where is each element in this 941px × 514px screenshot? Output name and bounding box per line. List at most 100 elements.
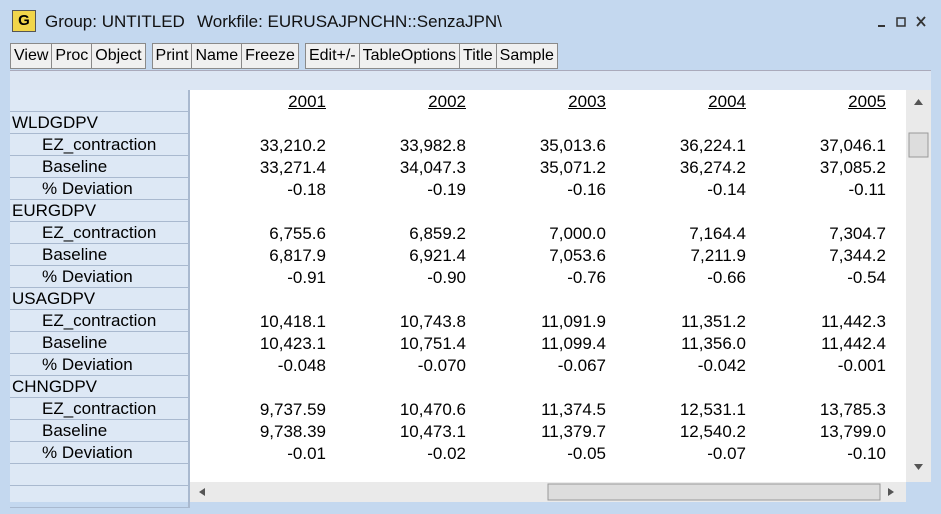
edit-strip [10,70,931,91]
label-cell: Baseline [10,332,190,354]
label-cell: % Deviation [10,178,190,200]
data-cell: -0.66 [707,268,746,287]
label-cell: USAGDPV [10,288,190,310]
data-cell: 7,053.6 [549,246,606,265]
toolbar-button[interactable]: Sample [495,43,558,69]
label-cell: % Deviation [10,354,190,376]
data-cell: 12,540.2 [679,422,746,441]
toolbar-button[interactable]: Proc [51,43,93,69]
data-cell: -0.048 [277,356,326,375]
data-cell: -0.90 [427,268,466,287]
label-cell: Baseline [10,156,190,178]
workfile-title: Workfile: EURUSAJPNCHN::SenzaJPN\ [197,12,502,31]
column-header: 2005 [848,92,886,111]
data-cell: -0.16 [567,180,606,199]
series-label: Baseline [42,333,108,352]
series-label: EZ_contraction [42,223,157,242]
label-cell: CHNGDPV [10,376,190,398]
data-cell: 34,047.3 [399,158,466,177]
data-cell: -0.001 [837,356,886,375]
data-cell: 9,737.59 [259,400,326,419]
data-cell: -0.067 [557,356,606,375]
data-cell: -0.76 [567,268,606,287]
toolbar: View Proc Object Print Name Freeze Edit+/- Tabl… [10,43,558,69]
toolbar-button[interactable]: Freeze [241,43,299,69]
vertical-scrollbar[interactable] [906,90,931,482]
toolbar-button[interactable]: Edit+/- [304,43,360,69]
data-cell: 11,442.4 [821,334,886,353]
series-label: % Deviation [42,355,133,374]
data-cell: 35,071.2 [539,158,606,177]
series-label: EZ_contraction [42,399,157,418]
label-cell: % Deviation [10,266,190,288]
series-label: % Deviation [42,179,133,198]
data-cell: 11,356.0 [681,334,746,353]
group-label: EURGDPV [12,201,97,220]
column-header: 2002 [428,92,466,111]
data-cell: -0.10 [847,444,886,463]
label-cell: Baseline [10,244,190,266]
row-labels: WLDGDPV EZ_contraction Baseline % Deviation… [10,90,190,508]
data-cell: 33,982.8 [399,136,466,155]
data-cell: 11,374.5 [541,400,606,419]
data-cell: 6,755.6 [269,224,326,243]
data-cell: 10,743.8 [399,312,466,331]
data-cell: 6,817.9 [269,246,326,265]
window-title: Group: UNTITLED [45,12,185,31]
window-controls[interactable] [870,12,932,32]
data-cell: 11,091.9 [541,312,606,331]
label-cell: EZ_contraction [10,310,190,332]
data-cell: 10,751.4 [399,334,466,353]
horizontal-scrollbar[interactable] [190,482,906,502]
series-label: EZ_contraction [42,135,157,154]
label-cell: WLDGDPV [10,112,190,134]
data-cell: 12,531.1 [679,400,746,419]
data-cell: 6,921.4 [409,246,466,265]
data-cell: 10,418.1 [259,312,326,331]
label-cell: EZ_contraction [10,398,190,420]
data-cell: 7,164.4 [689,224,746,243]
data-cell: -0.18 [287,180,326,199]
data-cell: 7,211.9 [690,246,746,265]
data-cell: -0.07 [707,444,746,463]
series-label: EZ_contraction [42,311,157,330]
label-cell: % Deviation [10,442,190,464]
data-cell: -0.19 [427,180,466,199]
toolbar-button[interactable]: Print [151,43,193,69]
label-cell: Baseline [10,420,190,442]
group-label: CHNGDPV [12,377,98,396]
group-label: USAGDPV [12,289,96,308]
data-cell: 33,271.4 [259,158,326,177]
toolbar-button[interactable]: View [10,43,53,69]
toolbar-button[interactable]: Name [191,43,243,69]
data-cell: -0.05 [567,444,606,463]
series-label: Baseline [42,421,108,440]
data-cell: 9,738.39 [259,422,326,441]
data-cell: 11,099.4 [541,334,606,353]
data-cell: 13,785.3 [819,400,886,419]
data-cell: 10,423.1 [259,334,326,353]
data-cell: 33,210.2 [259,136,326,155]
data-cell: 7,000.0 [549,224,606,243]
data-cell: 37,085.2 [819,158,886,177]
data-cell: -0.070 [417,356,466,375]
data-cell: -0.11 [848,180,887,199]
column-header: 2004 [708,92,746,111]
label-cell [10,486,190,508]
data-cell: -0.02 [427,444,466,463]
data-cell: 10,473.1 [399,422,466,441]
window-icon: G [12,10,36,32]
toolbar-button[interactable]: TableOptions [358,43,461,69]
label-cell [10,464,190,486]
data-cell: 36,224.1 [679,136,746,155]
series-label: Baseline [42,245,108,264]
group-label: WLDGDPV [12,113,98,132]
series-label: % Deviation [42,443,133,462]
data-cell: 6,859.2 [409,224,466,243]
toolbar-button[interactable]: Title [459,43,497,69]
toolbar-button[interactable]: Object [91,43,146,69]
label-cell: EZ_contraction [10,134,190,156]
column-header: 2001 [288,92,326,111]
data-cell: 35,013.6 [539,136,606,155]
